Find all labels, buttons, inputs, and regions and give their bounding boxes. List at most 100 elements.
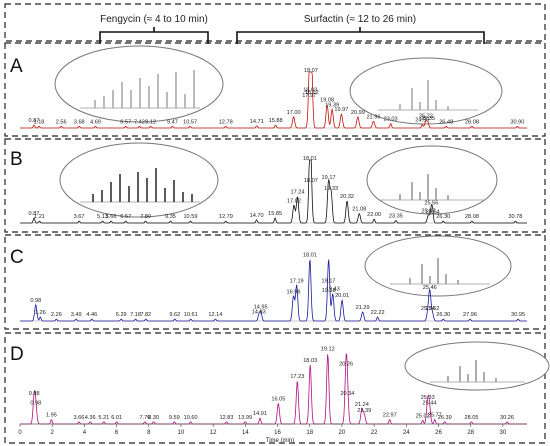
- ms-inset-a-surfactin: [349, 57, 503, 125]
- peak-label: 25.37: [421, 208, 435, 214]
- peak-label: 25.77: [428, 413, 442, 419]
- ms-inset-a-fengycin: [54, 45, 224, 123]
- peak-label: 18.12: [305, 90, 319, 96]
- peak-label: 6.01: [111, 415, 122, 421]
- peak-label: 25.02: [416, 413, 430, 419]
- peak-label: 28.08: [465, 214, 479, 220]
- peak-label: 26.30: [436, 312, 450, 318]
- peak-label: 23.35: [389, 213, 403, 219]
- peak-label: 25.64: [426, 210, 440, 216]
- peak-label: 3.68: [74, 119, 85, 125]
- header-frame: Fengycin (≈ 4 to 10 min) Surfactin (≈ 12…: [4, 3, 546, 44]
- panel-letter-a: A: [10, 56, 23, 77]
- x-tick-label: 26: [435, 430, 442, 436]
- peak-label: 27.96: [463, 312, 477, 318]
- panel-frame-c: [4, 234, 546, 330]
- peak-label: 19.12: [321, 347, 335, 353]
- x-tick-label: 28: [467, 430, 474, 436]
- peak-label: 14.83: [252, 309, 266, 315]
- peak-label: 21.39: [357, 408, 371, 414]
- peak-label: 7.42: [134, 119, 145, 125]
- peak-label: 22.22: [371, 310, 385, 316]
- peak-label: 25.44: [422, 401, 436, 407]
- peak-label: 25.56: [424, 200, 438, 206]
- peak-label: 10.59: [183, 214, 197, 220]
- peak-label: 21.96: [366, 114, 380, 120]
- peak-label: 4.46: [86, 312, 97, 318]
- peak-label: 0.88: [29, 391, 40, 397]
- peak-label: 20.32: [340, 194, 354, 200]
- peak-label: 12.14: [208, 312, 222, 318]
- peak-label: 26.39: [438, 415, 452, 421]
- peak-label: 14.70: [250, 213, 264, 219]
- peak-label: 5.13: [97, 214, 108, 220]
- peak-label: 12.79: [219, 214, 233, 220]
- peak-label: 25.62: [425, 306, 439, 312]
- peak-label: 18.07: [304, 68, 318, 74]
- peak-label: 1.18: [34, 119, 45, 125]
- peak-label: 5.66: [106, 214, 117, 220]
- peak-label: 21.29: [356, 305, 370, 311]
- x-tick-label: 24: [403, 430, 410, 436]
- ms-inset-d-surfactin: [404, 341, 550, 391]
- peak-label: 9.62: [169, 312, 180, 318]
- peak-label: 4.69: [90, 119, 101, 125]
- x-tick-label: 6: [115, 430, 119, 436]
- peak-label: 12.78: [219, 119, 233, 125]
- peak-label: 10.60: [184, 415, 198, 421]
- peak-label: 15.88: [269, 118, 283, 124]
- peak-label: 19.17: [322, 175, 336, 181]
- peak-label: 16.99: [286, 289, 300, 295]
- peak-label: 19.08: [320, 97, 334, 103]
- peak-label: 19.43: [326, 287, 340, 293]
- peak-label: 8.12: [145, 119, 156, 125]
- peak-label: 17.23: [290, 374, 304, 380]
- peak-label: 20.99: [351, 110, 365, 116]
- peak-label: 18.01: [303, 252, 317, 258]
- trace-b: [20, 159, 527, 224]
- peak-label: 0.98: [30, 401, 41, 407]
- peak-label: 10.57: [183, 119, 197, 125]
- trace-c: [20, 259, 527, 322]
- peak-label: 22.00: [367, 212, 381, 218]
- peak-label: 26.48: [439, 119, 453, 125]
- peak-label: 25.34: [421, 306, 435, 312]
- peak-label: 0.87: [29, 118, 40, 124]
- peak-label: 20.34: [340, 391, 354, 397]
- chromatogram-traces: 0.871.18 2.56 3.68 4.69 6.57 7.42 8.12 9.47 10.5…: [20, 68, 527, 425]
- peak-label: 19.18: [322, 288, 336, 294]
- peak-label: 25.33: [421, 395, 435, 401]
- peak-label: 17.00: [287, 110, 301, 116]
- x-tick-label: 4: [83, 430, 87, 436]
- peak-label: 0.87: [29, 211, 40, 217]
- peak-label: 7.76: [139, 415, 150, 421]
- fengycin-label: Fengycin (≈ 4 to 10 min): [100, 14, 208, 25]
- peak-label: 9.35: [165, 214, 176, 220]
- peak-label: 21.24: [355, 402, 369, 408]
- trace-a: [20, 71, 527, 129]
- peak-label: 5.21: [98, 415, 109, 421]
- x-tick-label: 18: [306, 430, 313, 436]
- peak-label: 18.03: [303, 87, 317, 93]
- peak-label: 9.59: [169, 415, 180, 421]
- peak-label: 7.18: [130, 312, 141, 318]
- panel-frame-b: [4, 138, 546, 233]
- peak-label: 24.99: [415, 118, 429, 124]
- peak-label: 28.05: [464, 415, 478, 421]
- peak-label: 3.66: [73, 415, 84, 421]
- peak-label: 25.46: [423, 285, 437, 291]
- peak-label: 19.17: [322, 278, 336, 284]
- peak-label: 12.83: [220, 415, 234, 421]
- surfactin-label: Surfactin (≈ 12 to 26 min): [304, 14, 416, 25]
- peak-label: 9.47: [167, 119, 178, 125]
- peak-label: 19.33: [324, 186, 338, 192]
- peak-label: 21.08: [352, 207, 366, 213]
- peak-label: 18.03: [303, 358, 317, 364]
- peak-label: 6.57: [120, 119, 131, 125]
- peak-label: 6.29: [116, 312, 127, 318]
- peak-label: 7.80: [140, 214, 151, 220]
- peak-label: 14.91: [253, 411, 267, 417]
- peak-label: 1.21: [34, 214, 45, 220]
